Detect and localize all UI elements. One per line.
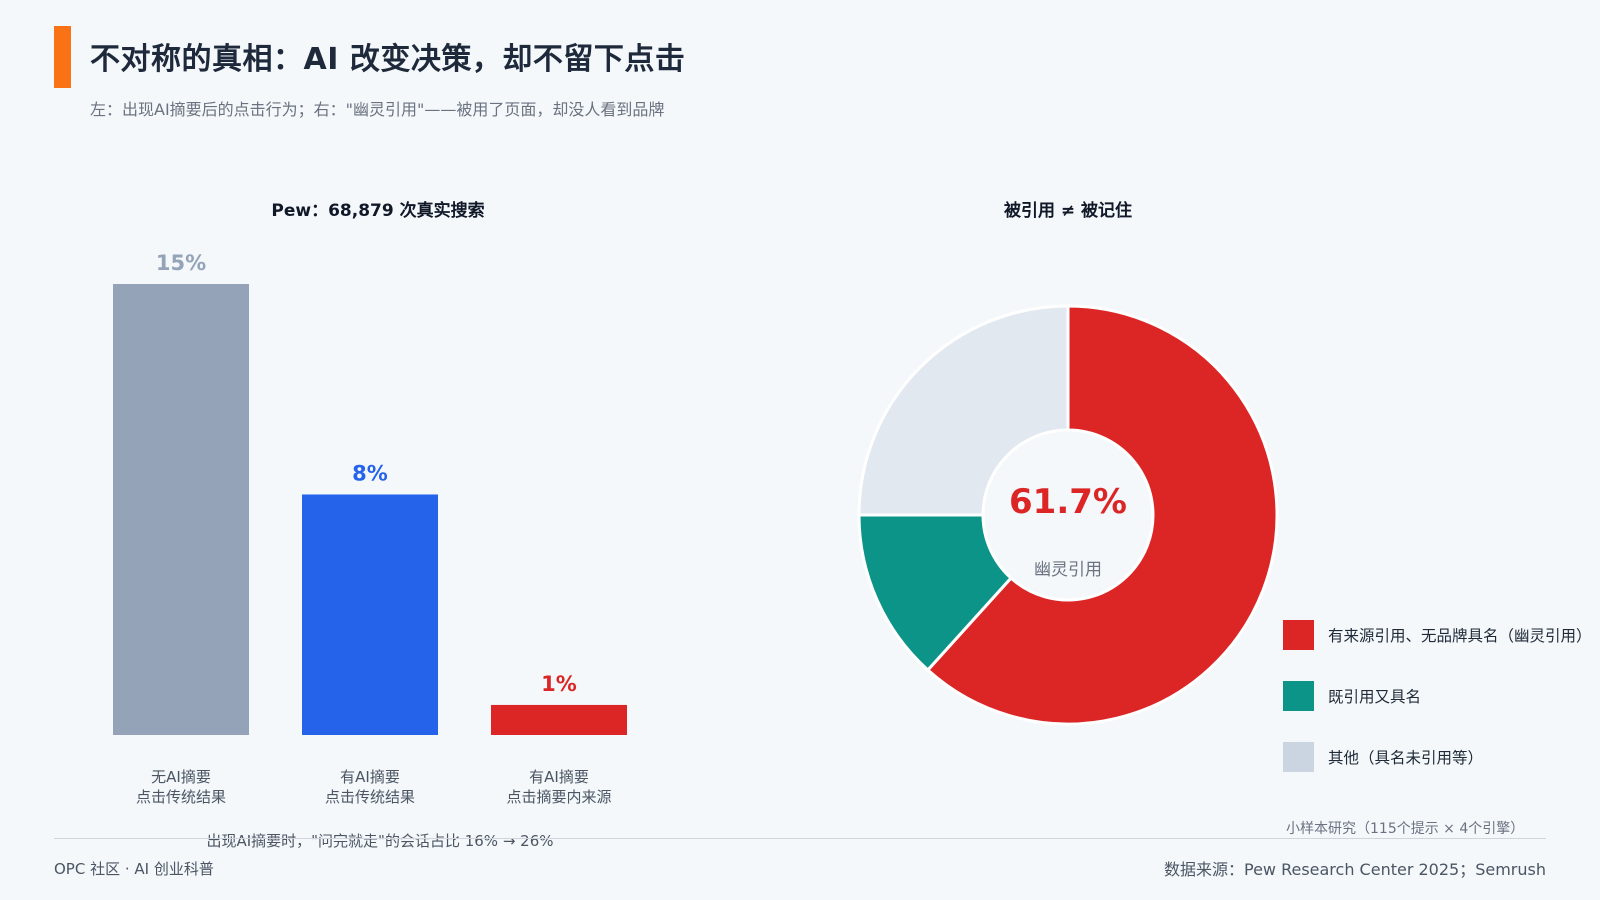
legend-label: 其他（具名未引用等）	[1328, 749, 1484, 767]
legend-label: 既引用又具名	[1328, 688, 1422, 706]
donut-center-label: 幽灵引用	[1034, 560, 1102, 580]
legend-item-cited-and-named: 既引用又具名	[1283, 681, 1592, 711]
bar-1	[302, 494, 438, 735]
bar-2	[491, 704, 627, 735]
bar-0	[113, 284, 249, 735]
bar-category-label: 无AI摘要	[151, 768, 211, 786]
donut-chart-title: 被引用 ≠ 被记住	[1003, 201, 1133, 221]
bar-category-label: 点击摘要内来源	[506, 788, 611, 806]
donut-center-value: 61.7%	[1009, 482, 1127, 522]
bar-chart-title: Pew：68,879 次真实搜索	[271, 201, 485, 221]
legend-item-other: 其他（具名未引用等）	[1283, 742, 1592, 772]
bar-value-label: 15%	[156, 251, 206, 275]
footer-credit: OPC 社区 · AI 创业科普	[54, 860, 214, 878]
bar-category-label: 有AI摘要	[529, 768, 589, 786]
donut-legend: 有来源引用、无品牌具名（幽灵引用） 既引用又具名 其他（具名未引用等）	[1283, 620, 1592, 803]
bar-category-label: 点击传统结果	[325, 788, 415, 806]
donut-slice-0	[925, 304, 1279, 726]
legend-item-ghost-citation: 有来源引用、无品牌具名（幽灵引用）	[1283, 620, 1592, 650]
bar-category-label: 有AI摘要	[340, 768, 400, 786]
bar-category-label: 点击传统结果	[136, 788, 226, 806]
legend-swatch	[1283, 620, 1314, 650]
donut-slice-1	[857, 513, 1014, 673]
footer-divider	[54, 838, 1546, 839]
page-subtitle: 左：出现AI摘要后的点击行为；右："幽灵引用"——被用了页面，却没人看到品牌	[90, 100, 665, 119]
bar-chart-note: 出现AI摘要时，"问完就走"的会话占比 16% → 26%	[206, 832, 554, 850]
title-accent-bar	[54, 26, 71, 88]
donut-sample-note: 小样本研究（115个提示 × 4个引擎）	[1286, 821, 1525, 837]
legend-swatch	[1283, 742, 1314, 772]
footer-source: 数据来源：Pew Research Center 2025；Semrush	[1163, 860, 1546, 879]
donut-slice-2	[857, 304, 1070, 517]
legend-label: 有来源引用、无品牌具名（幽灵引用）	[1328, 627, 1592, 645]
bar-value-label: 8%	[352, 461, 388, 485]
legend-swatch	[1283, 681, 1314, 711]
page-title: 不对称的真相：AI 改变决策，却不留下点击	[90, 42, 686, 77]
bar-value-label: 1%	[541, 672, 577, 696]
